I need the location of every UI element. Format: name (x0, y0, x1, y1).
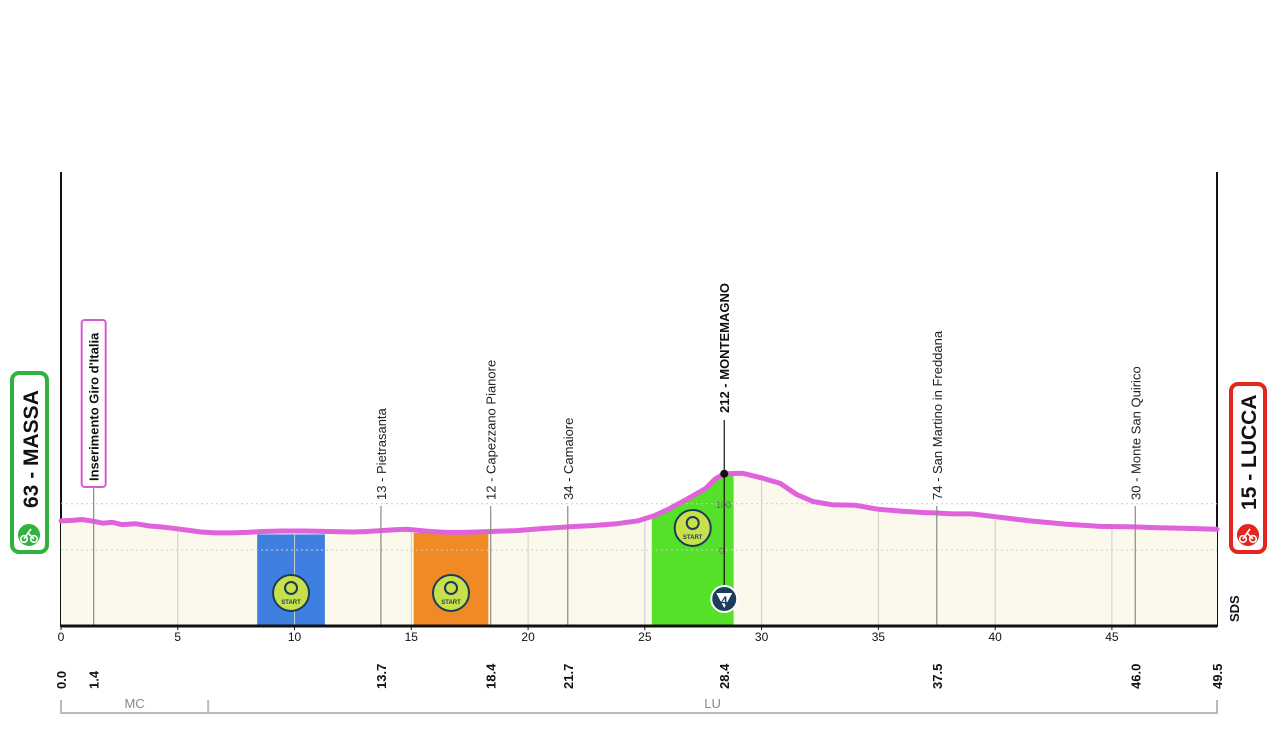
x-tick-label: 25 (638, 630, 652, 644)
waypoint-label: Inserimento Giro d'Italia (87, 332, 102, 481)
stopwatch-face (685, 516, 700, 530)
sector-boxes (257, 475, 734, 626)
x-tick-label: 45 (1105, 630, 1119, 644)
sector-badge-label: START (441, 600, 461, 606)
km-label: 13.7 (374, 664, 389, 689)
waypoint-label: 212 - MONTEMAGNO (717, 283, 732, 413)
region-bar: MC LU (60, 696, 1218, 714)
start-badge: 63 - MASSA (10, 371, 49, 554)
km-labels: 0.0 49.5 1.4 13.7 18.4 21.7 28.4 37.5 46.0 (54, 663, 1225, 689)
mountain-triangle (716, 593, 733, 608)
waypoint-label: 13 - Pietrasanta (374, 407, 389, 500)
km-label: 1.4 (87, 670, 102, 689)
km-label: 37.5 (930, 664, 945, 689)
km-label: 28.4 (717, 663, 732, 689)
start-label: 63 - MASSA (20, 390, 43, 508)
stopwatch-face (444, 581, 459, 595)
mountain-category-number: 4 (721, 594, 728, 608)
sector-badge-label: START (281, 600, 301, 606)
x-tick-label: 20 (521, 630, 535, 644)
sector-box-climb (651, 475, 734, 626)
altitude-label-0: 0 (719, 546, 724, 556)
waypoint-box (80, 319, 107, 488)
x-tick-label: 15 (405, 630, 419, 644)
km-label: 46.0 (1128, 664, 1143, 689)
km-label-finish: 49.5 (1210, 664, 1225, 689)
waypoint-label: 30 - Monte San Quirico (1128, 366, 1143, 500)
x-axis-ticks: 0 5 10 15 20 25 30 35 40 45 (58, 626, 1119, 644)
profile-line (58, 470, 1220, 536)
waypoint-label: 34 - Camaiore (561, 418, 576, 500)
km-label-start: 0.0 (54, 671, 69, 689)
x-tick-label: 5 (174, 630, 181, 644)
km-label: 18.4 (484, 663, 499, 689)
sector-badges: START START START (272, 509, 712, 612)
summit-dot (720, 469, 729, 478)
x-tick-label: 40 (988, 630, 1002, 644)
region-label: LU (704, 696, 721, 711)
finish-label: 15 - LUCCA (1238, 394, 1261, 510)
waypoint-label: 74 - San Martino in Freddana (930, 330, 945, 500)
sds-logo: SDS (1227, 595, 1242, 622)
altitude-label-100: 100 (716, 500, 731, 510)
x-tick-label: 0 (58, 630, 65, 644)
sector-badge-label: START (683, 535, 703, 541)
x-tick-label: 10 (288, 630, 302, 644)
x-tick-label: 35 (872, 630, 886, 644)
km-label: 21.7 (561, 664, 576, 689)
x-tick-label: 30 (755, 630, 769, 644)
waypoints: Inserimento Giro d'Italia 13 - Pietrasant… (80, 283, 1143, 626)
waypoint-label: 12 - Capezzano Pianore (484, 360, 499, 500)
profile-area (61, 473, 1217, 626)
region-label: MC (124, 696, 144, 711)
finish-badge: 15 - LUCCA (1229, 382, 1267, 554)
stopwatch-face (284, 581, 299, 595)
